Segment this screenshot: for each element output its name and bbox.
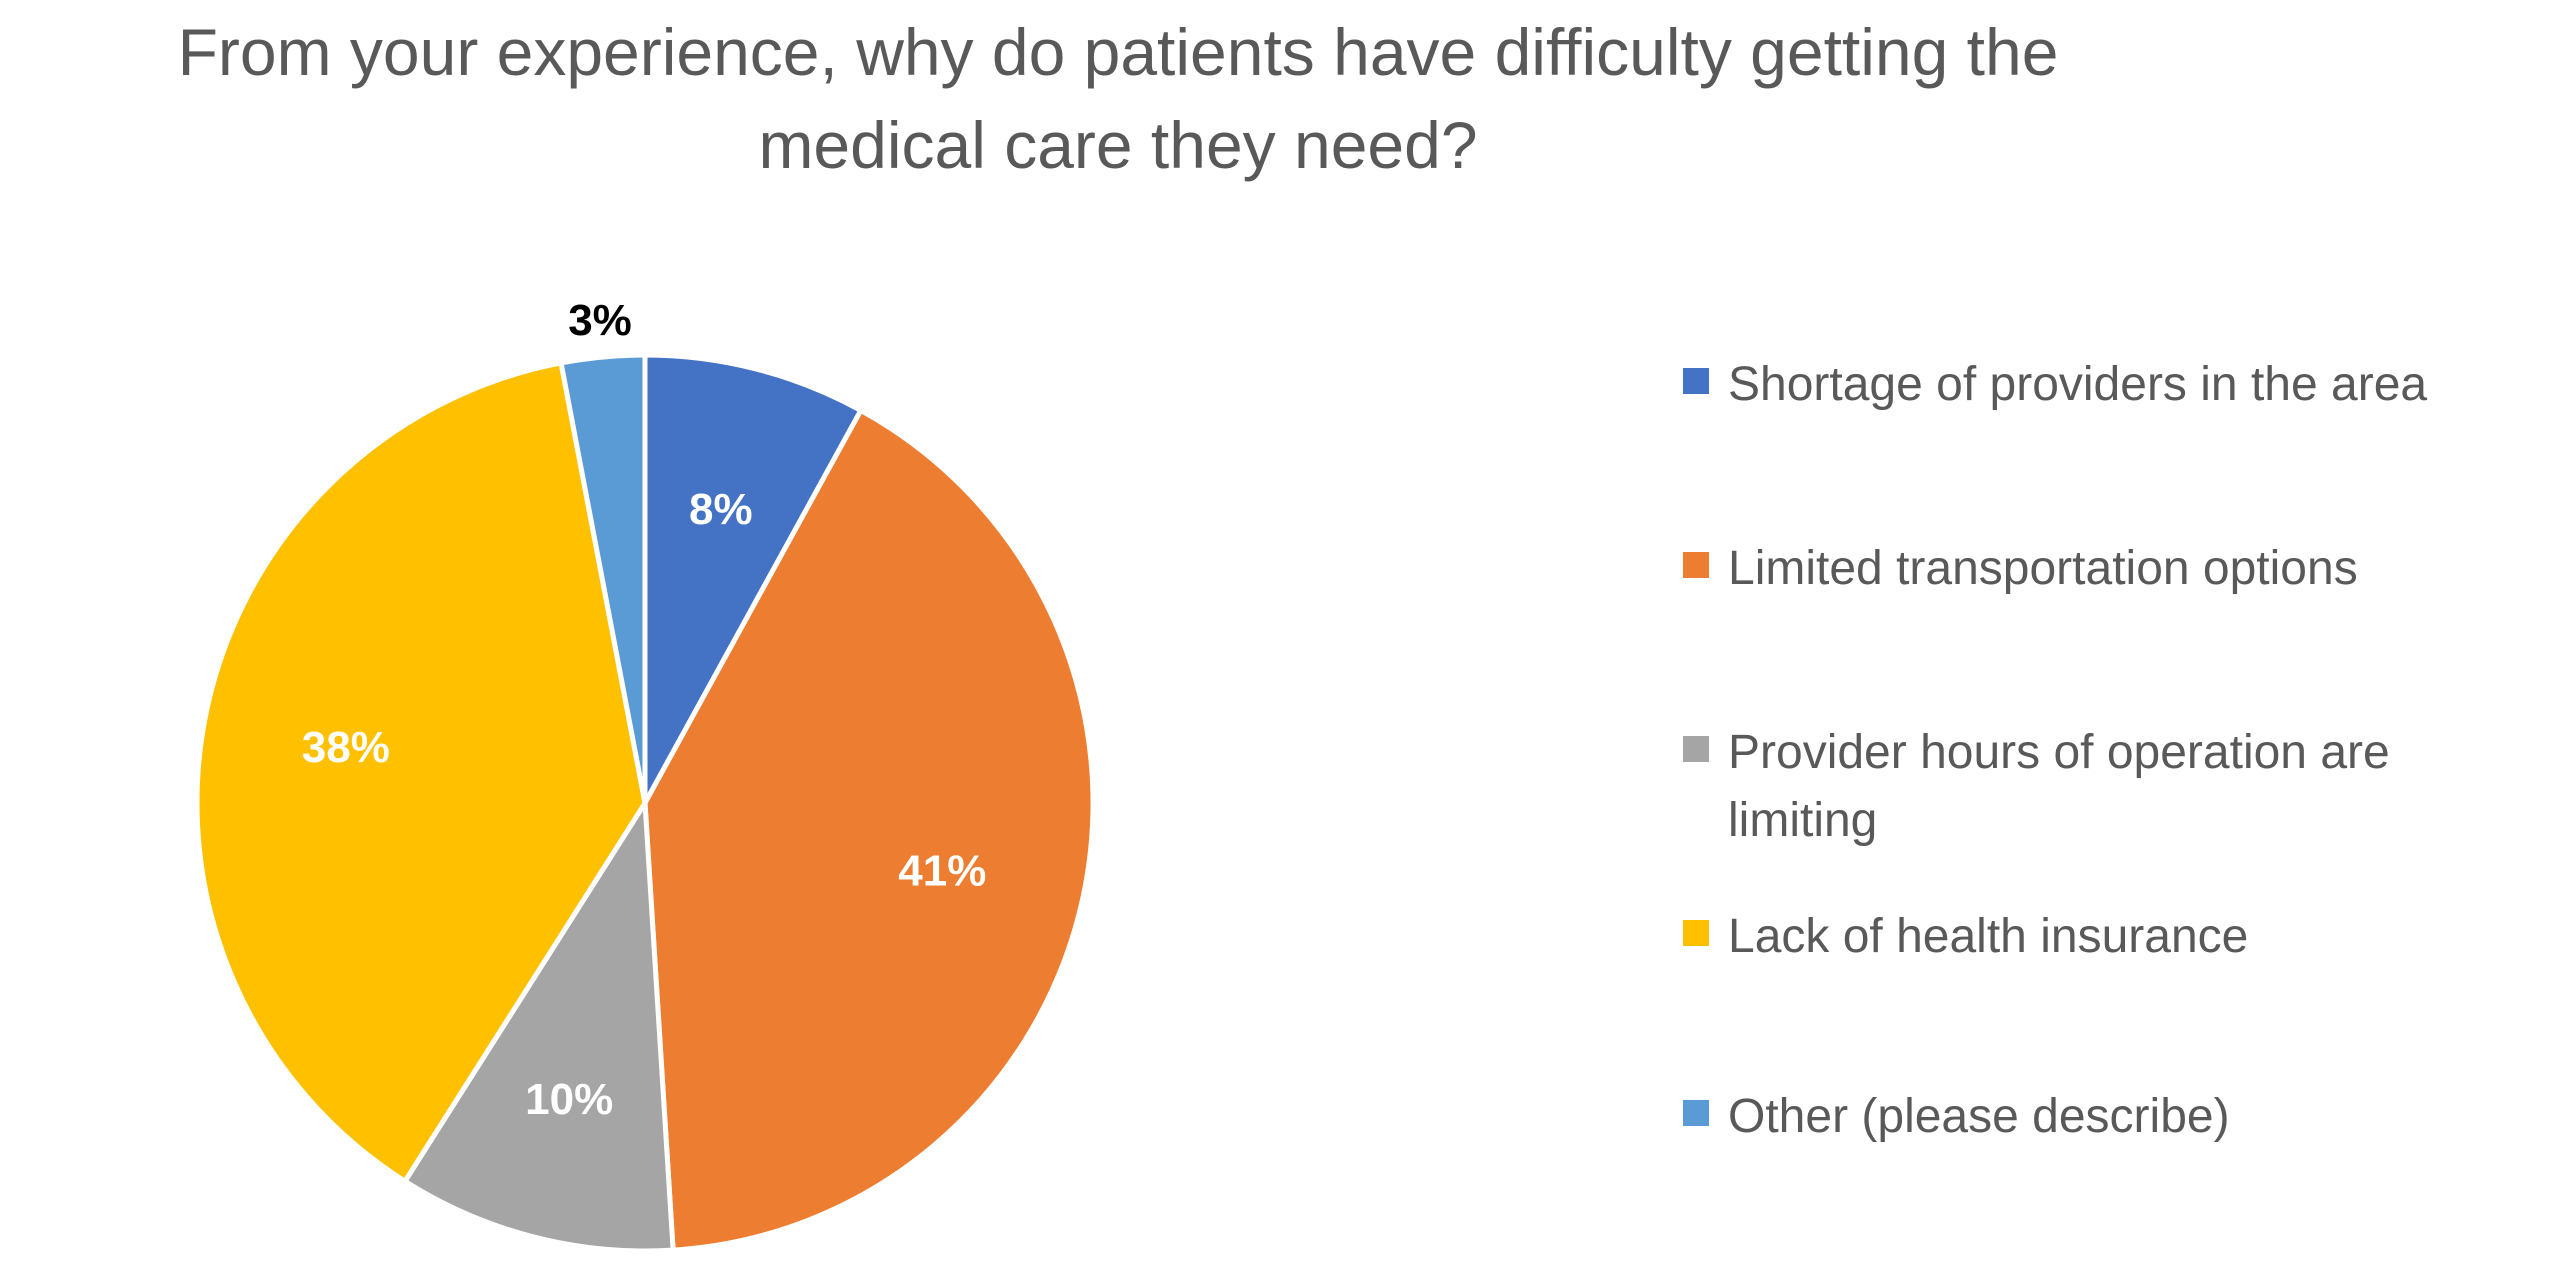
- legend-label-4: Lack of health insurance: [1728, 910, 2248, 963]
- legend-swatch-2: [1683, 552, 1709, 578]
- legend-swatch-1: [1683, 368, 1709, 394]
- pie-slice-4: [194, 360, 648, 1184]
- pie-slice-5: [558, 352, 648, 806]
- pie-slice-1: [642, 352, 864, 806]
- data-label-4: 38%: [302, 723, 390, 772]
- data-label-1: 8%: [689, 485, 753, 534]
- data-label-2: 41%: [898, 847, 986, 896]
- legend-label-2: Limited transportation options: [1728, 542, 2358, 595]
- pie-slice-3: [402, 800, 676, 1254]
- legend-swatch-3: [1683, 736, 1709, 762]
- legend: Shortage of providers in the area Limited…: [1683, 358, 2427, 1143]
- pie-slice-2: [642, 407, 1096, 1253]
- legend-label-3-line-2: limiting: [1728, 794, 1877, 847]
- data-labels: 8% 41% 10% 38% 3%: [302, 296, 987, 1124]
- chart-title: From your experience, why do patients ha…: [178, 15, 2059, 182]
- legend-swatch-5: [1683, 1100, 1709, 1126]
- chart-title-line-2: medical care they need?: [758, 108, 1477, 182]
- pie-slices: [194, 352, 1096, 1254]
- legend-label-5: Other (please describe): [1728, 1090, 2230, 1143]
- legend-label-1: Shortage of providers in the area: [1728, 358, 2427, 411]
- legend-swatch-4: [1683, 920, 1709, 946]
- data-label-5: 3%: [568, 296, 632, 345]
- data-label-3: 10%: [525, 1075, 613, 1124]
- legend-label-3-line-1: Provider hours of operation are: [1728, 726, 2390, 779]
- chart-title-line-1: From your experience, why do patients ha…: [178, 15, 2059, 89]
